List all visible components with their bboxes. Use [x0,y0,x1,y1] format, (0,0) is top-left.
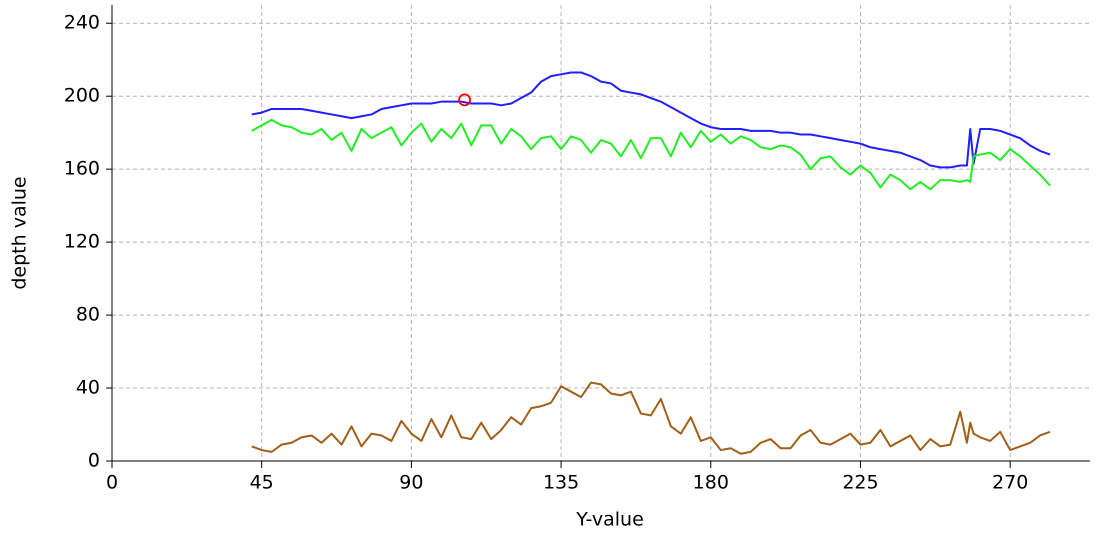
y-tick-label: 160 [64,158,100,180]
y-tick-label: 120 [64,231,100,253]
line-series [251,381,1051,455]
line-series [251,118,1051,191]
x-tick-label: 135 [543,472,579,494]
x-tick-label: 0 [106,472,118,494]
x-axis-label: Y-value [575,509,644,531]
x-tick-label: 45 [250,472,274,494]
x-tick-label: 180 [693,472,729,494]
x-tick-label: 225 [842,472,878,494]
y-tick-label: 240 [64,12,100,34]
y-tick-label: 80 [76,304,100,326]
x-tick-label: 270 [992,472,1028,494]
y-tick-label: 0 [88,450,100,472]
y-tick-label: 200 [64,85,100,107]
marker [458,93,472,107]
y-tick-label: 40 [76,377,100,399]
line-series [251,71,1051,169]
y-axis-label: depth value [9,176,31,289]
x-tick-label: 90 [399,472,423,494]
